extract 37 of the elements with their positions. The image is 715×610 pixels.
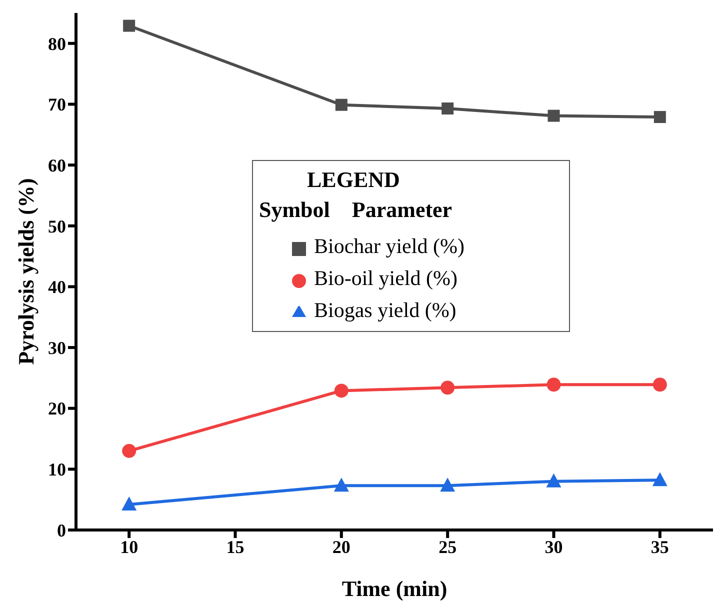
point [652,472,668,486]
y-tick-label: 50 [48,216,66,236]
point [652,378,667,392]
x-tick-label: 15 [226,536,244,557]
point [122,496,137,510]
x-tick-label: 35 [650,536,669,557]
x-tick-label: 30 [544,536,563,557]
y-tick-label: 60 [48,155,66,176]
y-tick-label: 0 [57,520,66,540]
legend-label: Biogas yield (%) [314,298,456,322]
point [546,473,562,488]
y-tick-label: 70 [48,94,66,115]
point [654,111,666,124]
point [442,102,454,114]
point [548,110,560,122]
y-tick-label: 30 [48,338,66,358]
legend-label: Biochar yield (%) [314,234,464,258]
point [122,444,136,458]
y-tick-label: 40 [48,277,66,298]
point [335,98,348,111]
legend-title: LEGEND [307,166,401,194]
annotation: Symbol Parameter [259,196,454,224]
y-tick-label: 80 [48,34,66,54]
point [334,478,349,492]
y-axis-title: Pyrolysis yields (%) [14,178,38,365]
x-tick-label: 20 [332,536,350,557]
point [440,380,455,395]
point [334,384,348,398]
y-tick-label: 10 [48,460,66,480]
x-tick-label: 10 [120,536,138,557]
x-tick-label: 25 [438,536,457,557]
x-axis-title: Time (min) [342,576,448,601]
point [123,20,136,32]
legend-label: Bio-oil yield (%) [314,266,458,290]
point [440,478,456,492]
point [546,378,561,392]
y-tick-label: 20 [48,398,66,419]
